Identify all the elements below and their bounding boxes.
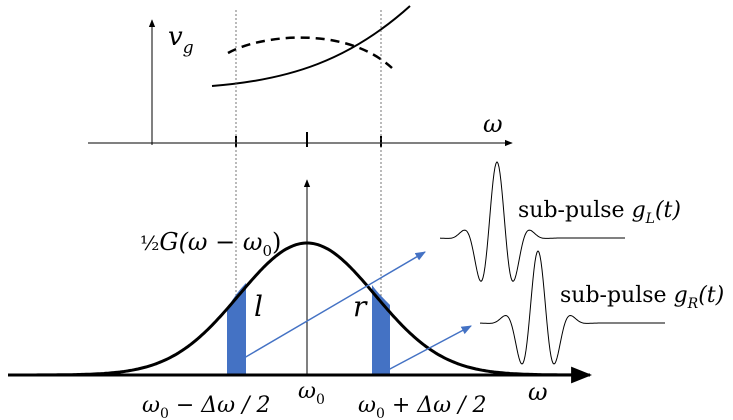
vg-symbol: v xyxy=(168,22,183,52)
center-tick-symbol: ω xyxy=(298,379,316,404)
vg-dashed-curve xyxy=(227,36,393,69)
sub-pulse-right-group: sub-pulse gR(t) xyxy=(480,250,724,365)
right-tick-symbol: ω xyxy=(358,393,376,418)
sub-pulse-left-arg: (t) xyxy=(655,198,681,223)
left-band-l xyxy=(227,283,246,375)
vg-axis-label: vg xyxy=(168,22,194,58)
gaussian-label: ½G(ω − ω0) xyxy=(140,228,281,260)
sub-pulse-left-sub: L xyxy=(645,211,655,227)
vg-solid-curve xyxy=(211,5,411,87)
right-band-r xyxy=(372,285,390,375)
sub-pulse-right-prefix: sub-pulse xyxy=(560,283,674,308)
gaussian-label-sub: 0 xyxy=(262,242,272,260)
gaussian-label-close: ) xyxy=(272,228,281,256)
sub-pulse-left-prefix: sub-pulse xyxy=(518,198,632,223)
bottom-plot: ½G(ω − ω0) l r ω ω0 ω0 − Δω / 2 ω0 + Δω … xyxy=(8,179,593,420)
gaussian-curve xyxy=(20,241,580,377)
sub-pulse-left-label: sub-pulse gL(t) xyxy=(518,198,681,227)
center-tick-label: ω0 xyxy=(298,379,325,408)
left-tick-symbol: ω xyxy=(142,393,160,418)
band-label-l: l xyxy=(254,290,263,323)
top-plot: vg ω xyxy=(88,5,513,147)
half-fraction: ½ xyxy=(140,231,159,255)
arrow-left-to-gL xyxy=(243,251,426,359)
sub-pulse-right-waveform xyxy=(480,250,665,365)
vg-subscript: g xyxy=(183,38,194,58)
left-tick-sub: 0 xyxy=(160,406,169,420)
top-omega-label: ω xyxy=(483,110,503,138)
arrow-right-to-gR xyxy=(387,325,472,371)
sub-pulse-left-group: sub-pulse gL(t) xyxy=(439,161,681,282)
band-label-r: r xyxy=(353,290,368,323)
gaussian-label-text: G(ω − ω xyxy=(159,228,262,256)
bottom-omega-label: ω xyxy=(528,378,548,406)
sub-pulse-right-g: g xyxy=(674,283,688,308)
sub-pulse-right-arg: (t) xyxy=(698,283,724,308)
left-tick-label: ω0 − Δω / 2 xyxy=(142,393,271,420)
right-tick-rest: + Δω / 2 xyxy=(385,393,487,418)
sub-pulse-left-g: g xyxy=(632,198,646,223)
sub-pulse-right-sub: R xyxy=(687,296,699,312)
sub-pulse-right-label: sub-pulse gR(t) xyxy=(560,283,724,312)
right-tick-label: ω0 + Δω / 2 xyxy=(358,393,487,420)
sub-pulse-left-waveform xyxy=(439,161,625,282)
right-tick-sub: 0 xyxy=(376,406,385,420)
center-tick-sub: 0 xyxy=(316,392,325,408)
left-tick-rest: − Δω / 2 xyxy=(169,393,271,418)
